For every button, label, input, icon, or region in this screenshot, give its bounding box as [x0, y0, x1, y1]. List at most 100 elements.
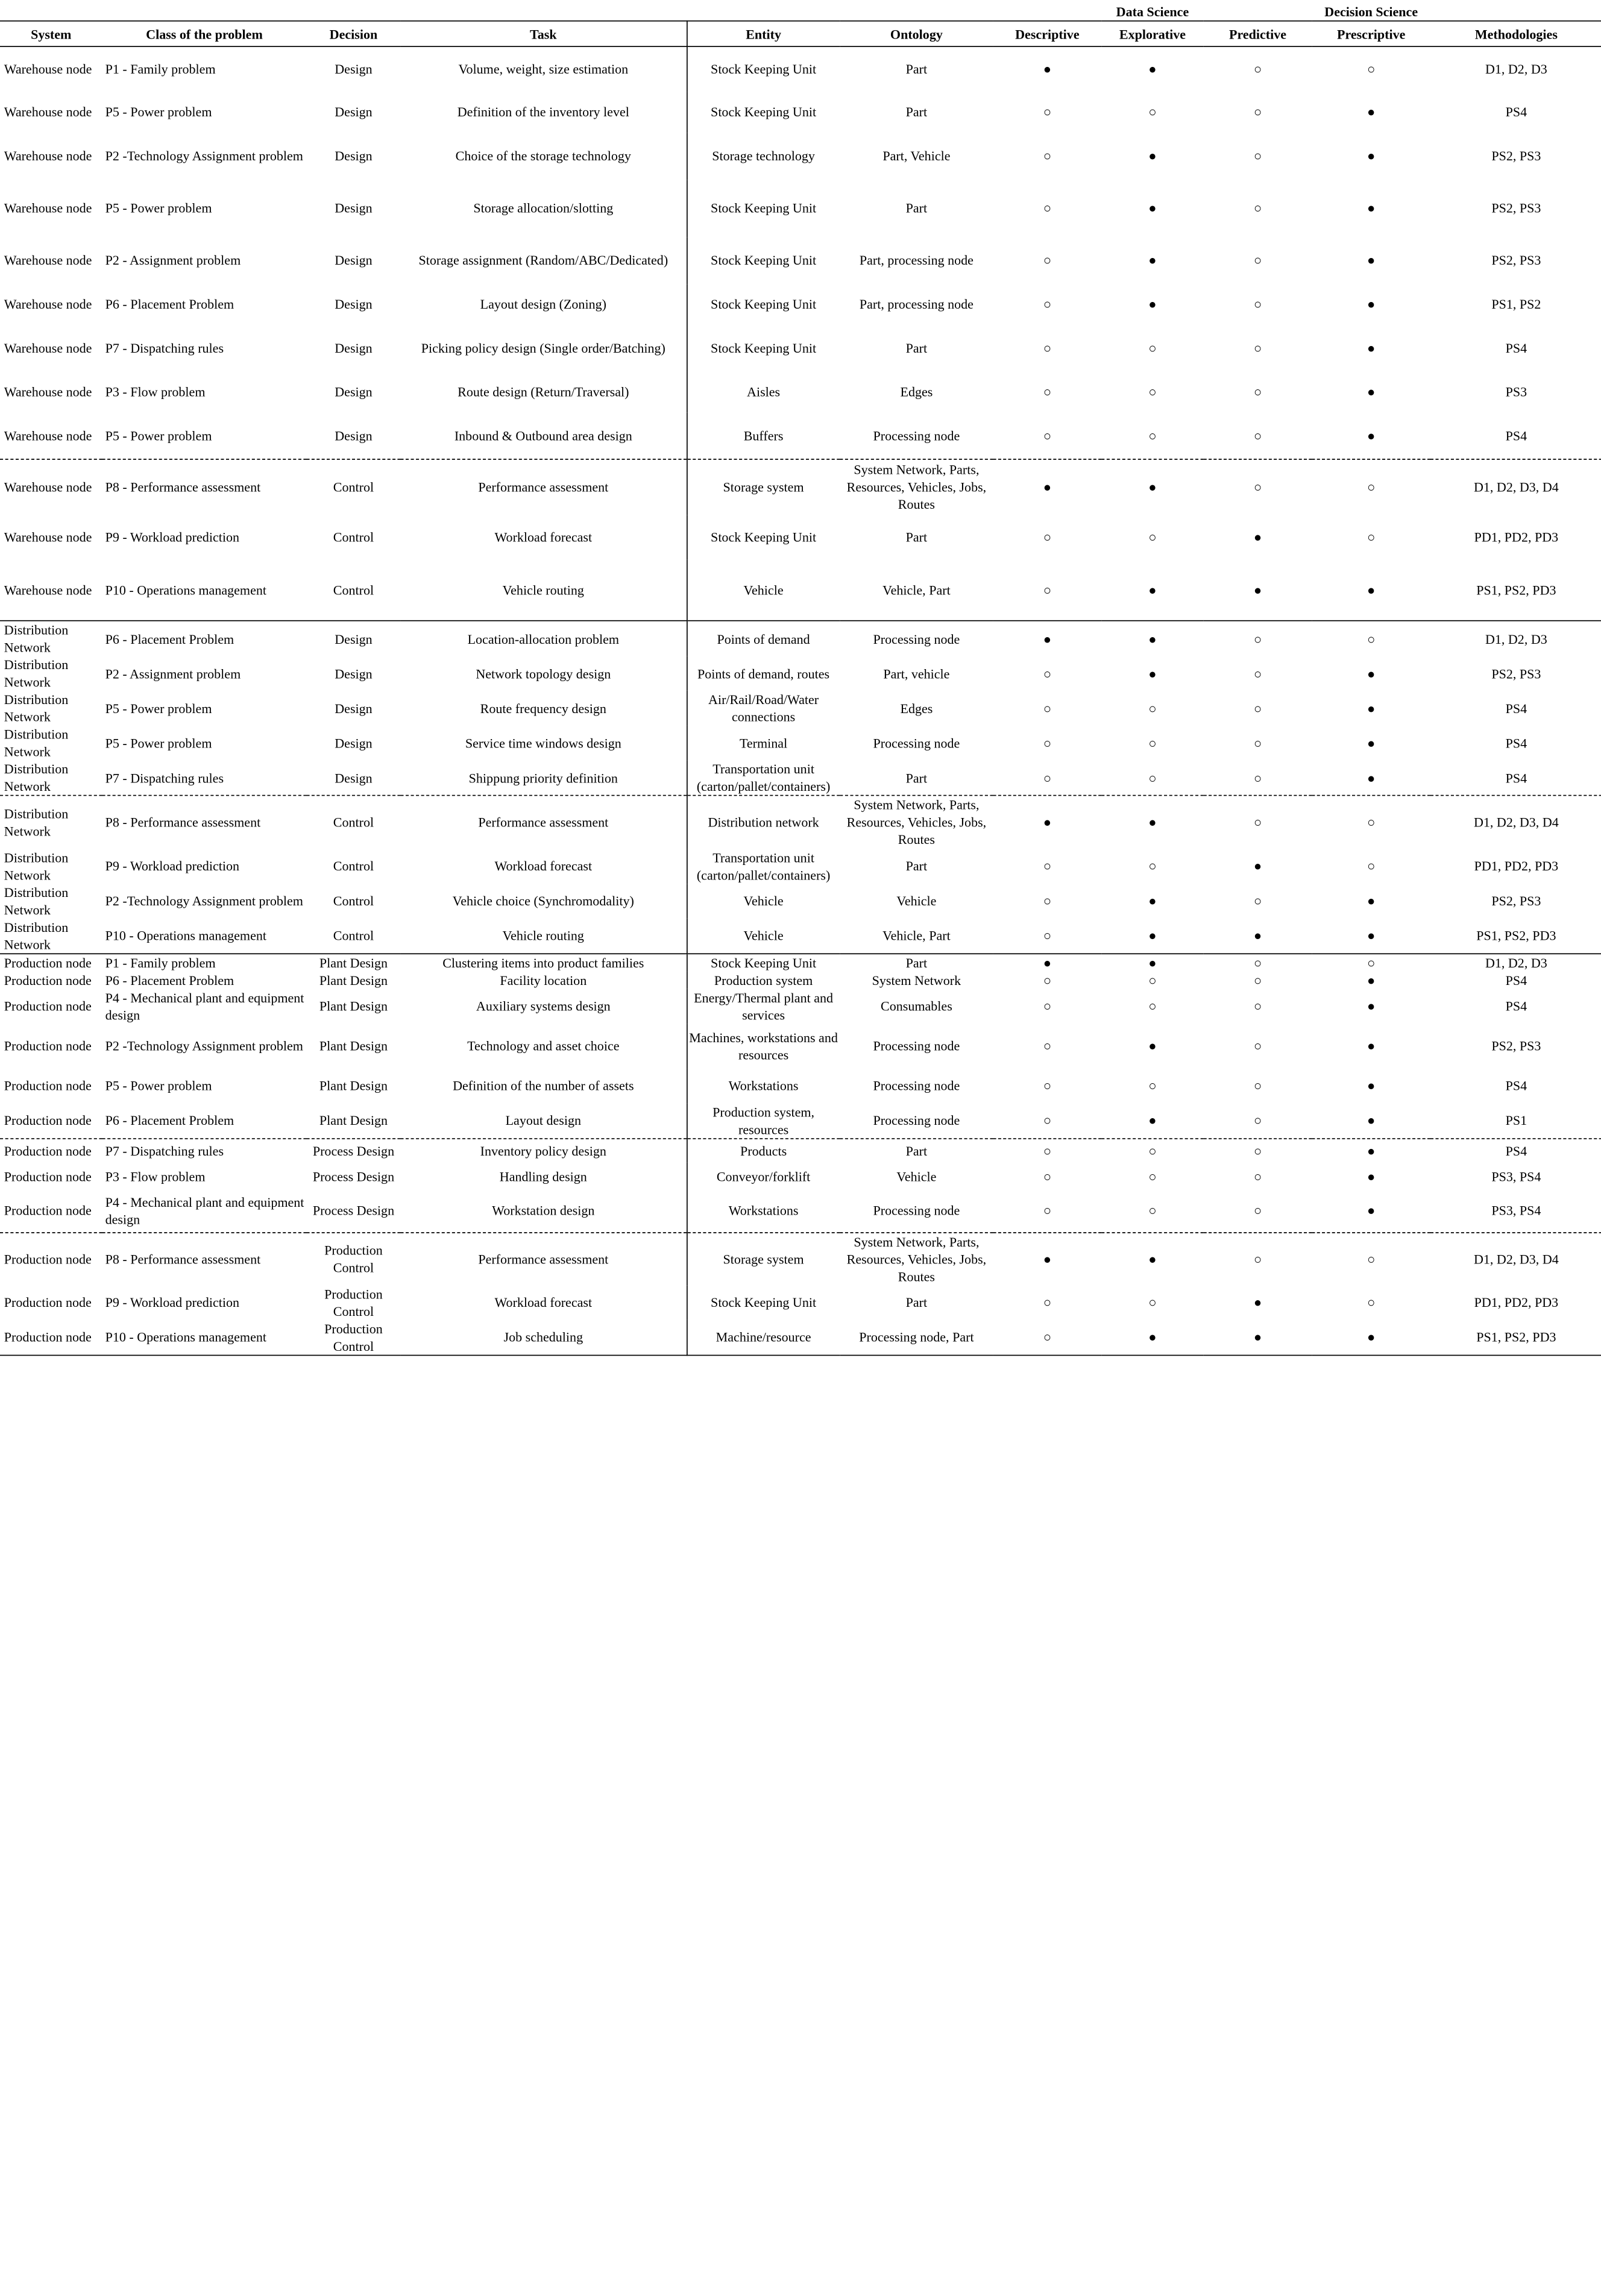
decision-cell: Plant Design	[319, 1078, 388, 1093]
descriptive-mark: ○	[1043, 998, 1052, 1014]
class-cell: P5 - Power problem	[105, 200, 212, 216]
ontology-cell: Part	[905, 858, 928, 874]
prescriptive-mark: ●	[1312, 1137, 1430, 1163]
decision-cell: Control	[306, 794, 401, 849]
col-ontology: Ontology	[840, 20, 993, 47]
explorative-mark: ○	[1148, 972, 1157, 988]
task-cell: Definition of the number of assets	[400, 1068, 687, 1103]
methodologies-cell: PS1, PS2, PD3	[1476, 582, 1556, 598]
explorative-mark: ●	[1148, 665, 1157, 681]
ontology-cell: Part	[905, 1294, 928, 1310]
methodologies-cell: PS4	[1505, 770, 1527, 785]
table-row: Distribution Network P5 - Power problem De…	[0, 725, 1601, 761]
methodologies-cell: PD1, PD2, PD3	[1474, 858, 1559, 874]
prescriptive-mark: ●	[1367, 582, 1376, 598]
decision-cell: Plant Design	[319, 1112, 388, 1128]
descriptive-mark: ○	[1043, 1112, 1052, 1128]
ontology-cell: System Network	[872, 972, 961, 988]
ontology-cell: Part	[905, 104, 928, 120]
class-cell: P2 -Technology Assignment problem	[105, 1038, 303, 1054]
task-cell: Performance assessment	[400, 794, 687, 849]
task-cell: Inventory policy design	[400, 1137, 687, 1163]
class-cell: P2 - Assignment problem	[105, 252, 241, 268]
entity-cell: Stock Keeping Unit	[687, 952, 840, 972]
prescriptive-mark: ○	[1312, 1231, 1430, 1285]
ontology-cell: Processing node	[840, 620, 993, 656]
predictive-mark: ○	[1253, 384, 1262, 400]
entity-cell: Machines, workstations and resources	[689, 1029, 838, 1062]
prescriptive-mark: ○	[1367, 1294, 1376, 1310]
descriptive-mark: ○	[1043, 858, 1052, 874]
class-cell: P7 - Dispatching rules	[105, 770, 224, 785]
system-cell: Warehouse node	[4, 296, 92, 312]
explorative-mark: ●	[1148, 1112, 1157, 1128]
explorative-mark: ●	[1148, 893, 1157, 908]
entity-cell: Points of demand	[687, 620, 840, 656]
entity-cell: Production system	[714, 972, 813, 988]
entity-cell: Products	[687, 1137, 840, 1163]
explorative-mark: ○	[1148, 1168, 1157, 1184]
system-cell: Production node	[4, 1038, 92, 1054]
ontology-cell: Vehicle, Part	[882, 928, 951, 943]
prescriptive-mark: ●	[1367, 1203, 1376, 1218]
entity-cell: Stock Keeping Unit	[711, 61, 817, 77]
entity-cell: Stock Keeping Unit	[711, 104, 817, 120]
descriptive-mark: ○	[1043, 700, 1052, 716]
task-cell: Vehicle choice (Synchromodality)	[400, 883, 687, 918]
ontology-cell: Edges	[900, 384, 933, 400]
system-cell: Distribution Network	[4, 691, 69, 725]
ontology-cell: Part	[905, 529, 928, 545]
predictive-mark: ●	[1253, 858, 1262, 874]
explorative-mark: ●	[1101, 1319, 1204, 1356]
methodologies-cell: PS1	[1505, 1112, 1527, 1128]
entity-cell: Vehicle	[743, 893, 784, 908]
system-cell: Distribution Network	[4, 849, 69, 882]
system-cell: Distribution Network	[4, 726, 69, 760]
entity-cell: Stock Keeping Unit	[711, 1294, 817, 1310]
methodologies-cell: PS2, PS3	[1491, 252, 1541, 268]
decision-cell: Production Control	[306, 1231, 401, 1285]
ontology-cell: Part, processing node	[859, 296, 973, 312]
ontology-cell: Part	[840, 1137, 993, 1163]
descriptive-mark: ○	[993, 1137, 1102, 1163]
explorative-mark: ●	[1148, 1038, 1157, 1054]
task-cell: Facility location	[400, 971, 687, 989]
table-row: Production node P2 -Technology Assignment…	[0, 1023, 1601, 1069]
descriptive-mark: ○	[1043, 1038, 1052, 1054]
entity-cell: Aisles	[747, 384, 781, 400]
ontology-cell: Processing node	[873, 735, 960, 750]
table-row: Warehouse node P5 - Power problem Design In…	[0, 412, 1601, 459]
col-task: Task	[400, 20, 687, 47]
table-row: Warehouse node P10 - Operations managemen…	[0, 559, 1601, 621]
methodologies-cell: PS4	[1505, 104, 1527, 120]
predictive-mark: ●	[1253, 1294, 1262, 1310]
explorative-mark: ●	[1148, 296, 1157, 312]
system-cell: Distribution Network	[4, 656, 69, 690]
system-cell: Distribution Network	[0, 620, 102, 656]
system-cell: Production node	[4, 1078, 92, 1093]
methodologies-cell: D1, D2, D3, D4	[1430, 459, 1601, 515]
descriptive-mark: ○	[1043, 770, 1052, 785]
descriptive-mark: ○	[1043, 1203, 1052, 1218]
class-cell: P8 - Performance assessment	[102, 459, 307, 515]
methodologies-cell: PS3, PS4	[1491, 1168, 1541, 1184]
ontology-cell: Processing node	[873, 427, 960, 444]
predictive-mark: ○	[1253, 700, 1262, 716]
explorative-mark: ○	[1148, 700, 1157, 716]
explorative-mark: ○	[1148, 529, 1157, 545]
table-row: Warehouse node P1 - Family problem Design V…	[0, 46, 1601, 92]
class-cell: P9 - Workload prediction	[105, 529, 240, 545]
predictive-mark: ○	[1253, 1038, 1262, 1054]
class-cell: P5 - Power problem	[105, 1078, 212, 1093]
table-row: Warehouse node P2 -Technology Assignment …	[0, 132, 1601, 180]
methodologies-cell: PS3, PS4	[1491, 1203, 1541, 1218]
ontology-cell: Part, vehicle	[883, 665, 950, 681]
table-row: Distribution Network P5 - Power problem De…	[0, 690, 1601, 726]
methodologies-cell: PS2, PS3	[1491, 148, 1541, 164]
system-cell: Warehouse node	[4, 61, 92, 77]
system-cell: Warehouse node	[0, 459, 102, 515]
methodologies-cell: D1, D2, D3, D4	[1430, 1231, 1601, 1285]
descriptive-mark: ●	[993, 1231, 1102, 1285]
explorative-mark: ●	[1148, 148, 1157, 164]
